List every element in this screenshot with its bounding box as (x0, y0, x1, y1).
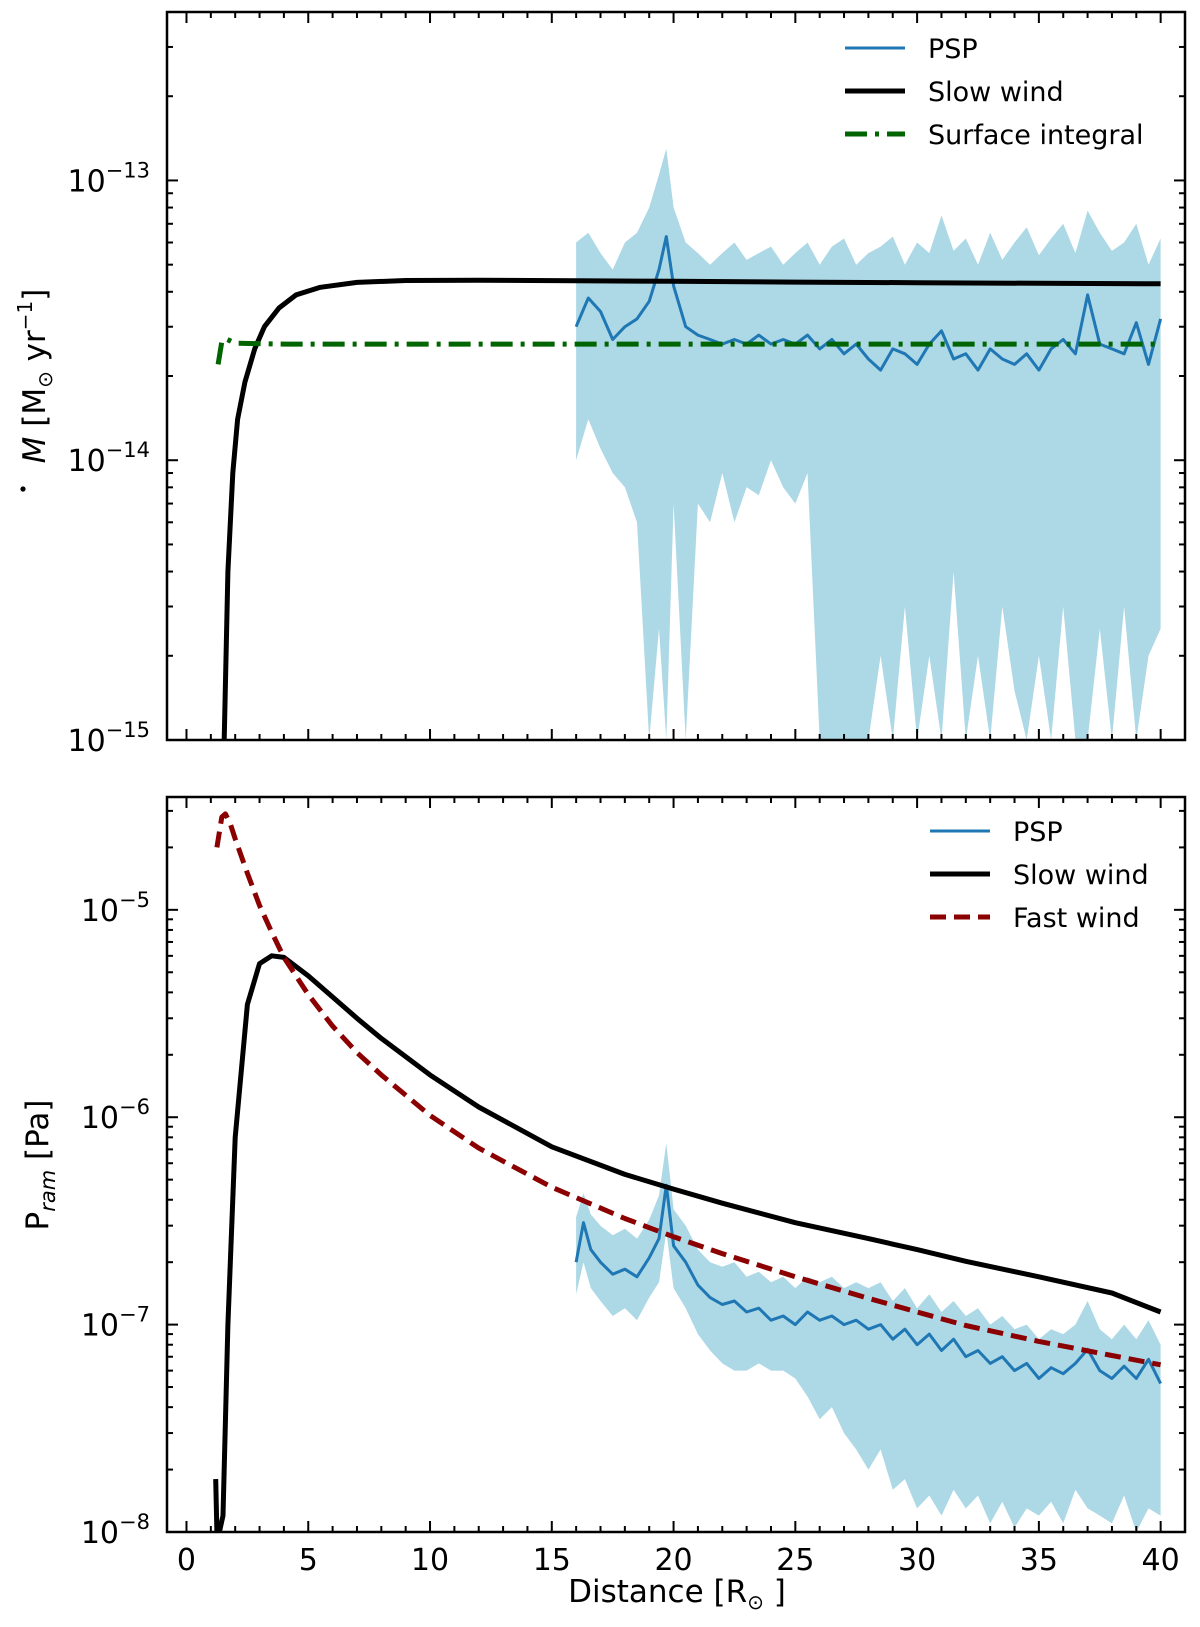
x-tick-label: 5 (299, 1543, 318, 1578)
mass-loss-rate-panel: 10−15 10−14 10−13 M [M⊙ yr−1] PSP Slow win… (13, 10, 1187, 759)
bottom-y-axis-label: Pram [Pa] (20, 1099, 60, 1230)
x-tick-label: 15 (533, 1543, 571, 1578)
legend-psp-label: PSP (928, 34, 978, 65)
bottom-legend: PSP Slow wind Fast wind (930, 817, 1149, 934)
legend-slow-wind-label: Slow wind (1013, 860, 1149, 891)
p0-surface-integral-line (215, 336, 1161, 365)
p0-slow-wind-line (221, 277, 1161, 740)
p1-fast-wind-line (214, 811, 1162, 1368)
x-axis-label: Distance [R⊙ ] (568, 1574, 786, 1614)
p1-psp-uncertainty-band (576, 1143, 1161, 1532)
p0-psp-uncertainty-band (576, 148, 1161, 740)
p1-y-tick-label: 10−6 (81, 1095, 150, 1136)
top-plot-area (215, 148, 1163, 740)
bottom-ticks (167, 797, 1185, 1533)
x-tick-label: 20 (654, 1543, 692, 1578)
x-tick-label: 40 (1142, 1543, 1180, 1578)
x-tick-label: 30 (898, 1543, 936, 1578)
legend-fast-wind-label: Fast wind (1013, 903, 1140, 934)
top-y-axis-label: M [M⊙ yr−1] (13, 289, 57, 464)
x-tick-label: 25 (776, 1543, 814, 1578)
bottom-x-tick-labels: 0 5 10 15 20 25 30 35 40 (177, 1543, 1180, 1578)
top-legend: PSP Slow wind Surface integral (845, 34, 1144, 151)
p0-y-tick-label: 10−14 (67, 438, 150, 479)
mdot-dot (20, 486, 26, 492)
p1-y-tick-label: 10−5 (81, 888, 150, 929)
p1-psp-line (574, 1183, 1162, 1385)
p1-y-tick-label: 10−7 (81, 1303, 150, 1344)
legend-psp-label: PSP (1013, 817, 1063, 848)
p1-y-tick-label: 10−8 (81, 1510, 150, 1551)
p0-y-tick-label: 10−15 (67, 718, 150, 759)
bottom-plot-area (213, 811, 1162, 1532)
mdot-symbol: M (17, 437, 53, 464)
legend-slow-wind-label: Slow wind (928, 77, 1064, 108)
top-y-tick-labels: 10−15 10−14 10−13 (67, 158, 150, 759)
x-tick-label: 35 (1020, 1543, 1058, 1578)
p1-slow-wind-line (213, 953, 1162, 1532)
p0-psp-line (574, 235, 1163, 372)
bottom-axes-frame (165, 795, 1187, 1534)
top-ticks (167, 11, 1185, 741)
p0-y-tick-label: 10−13 (67, 158, 150, 199)
bottom-y-tick-labels: 10−8 10−7 10−6 10−5 (81, 888, 150, 1551)
legend-surface-integral-label: Surface integral (928, 120, 1144, 151)
ram-pressure-panel: 10−8 10−7 10−6 10−5 0 5 10 15 20 25 30 35 40 Pram [… (20, 795, 1187, 1614)
x-tick-label: 0 (177, 1543, 196, 1578)
x-tick-label: 10 (411, 1543, 449, 1578)
